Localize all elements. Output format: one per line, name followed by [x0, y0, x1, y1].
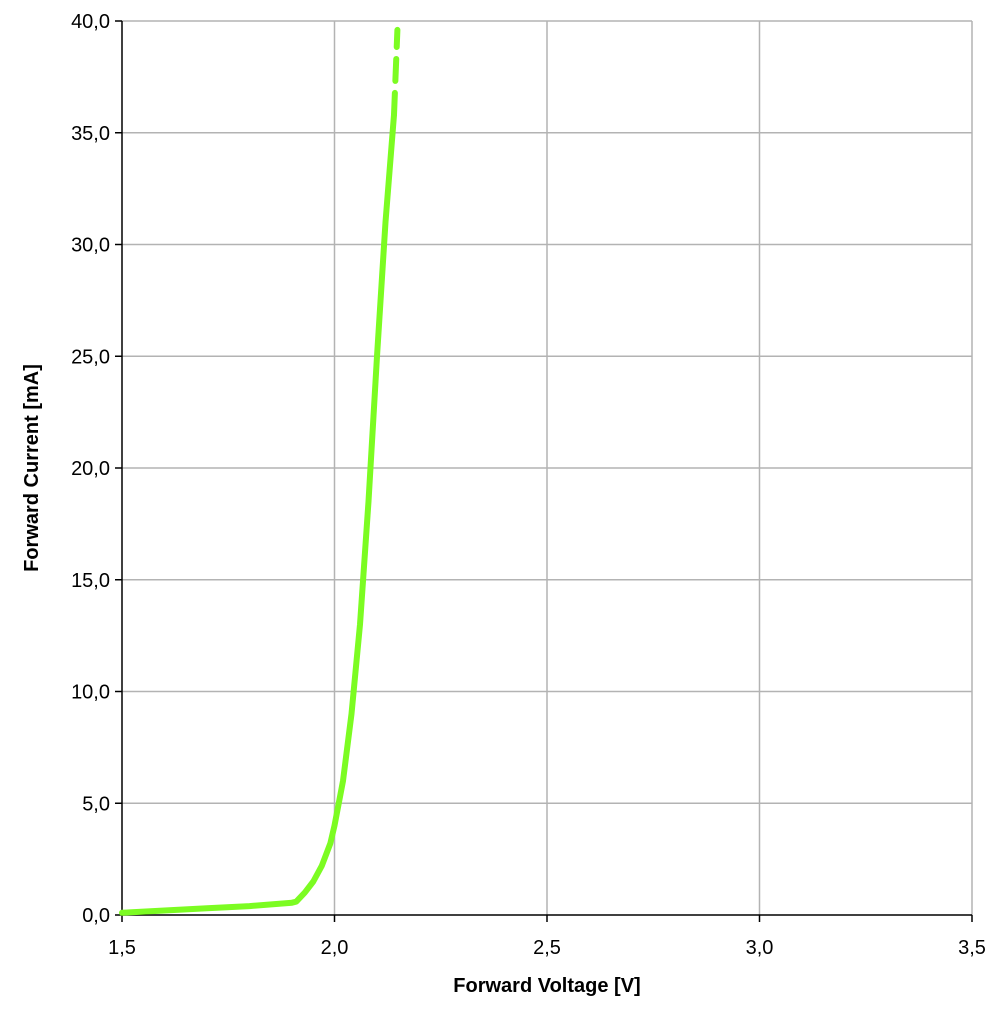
- y-tick-label: 20,0: [71, 458, 110, 480]
- x-tick-label: 1,5: [108, 937, 136, 959]
- grid: [122, 20, 973, 915]
- tick-labels: 1,5 2,0 2,5 3,0 3,5 0,0 5,0 10,0 15,0 20,0 25,0 30,…: [71, 11, 986, 959]
- x-tick-label: 2,5: [533, 937, 561, 959]
- forward-current-curve: [119, 111, 397, 916]
- y-tick-label: 15,0: [71, 570, 110, 592]
- y-tick-label: 25,0: [71, 346, 110, 368]
- x-tick-label: 2,0: [321, 937, 349, 959]
- x-tick-label: 3,0: [746, 937, 774, 959]
- y-axis-title: Forward Current [mA]: [21, 364, 43, 572]
- axes: [115, 20, 973, 922]
- y-tick-label: 5,0: [82, 793, 110, 815]
- y-tick-label: 40,0: [71, 11, 110, 33]
- forward-current-curve-dashed: [391, 26, 401, 118]
- series-layer: [119, 26, 401, 916]
- y-tick-label: 35,0: [71, 123, 110, 145]
- y-tick-label: 30,0: [71, 235, 110, 257]
- x-axis-title: Forward Voltage [V]: [453, 975, 640, 997]
- y-tick-label: 10,0: [71, 682, 110, 704]
- y-tick-label: 0,0: [82, 905, 110, 927]
- x-tick-label: 3,5: [958, 937, 986, 959]
